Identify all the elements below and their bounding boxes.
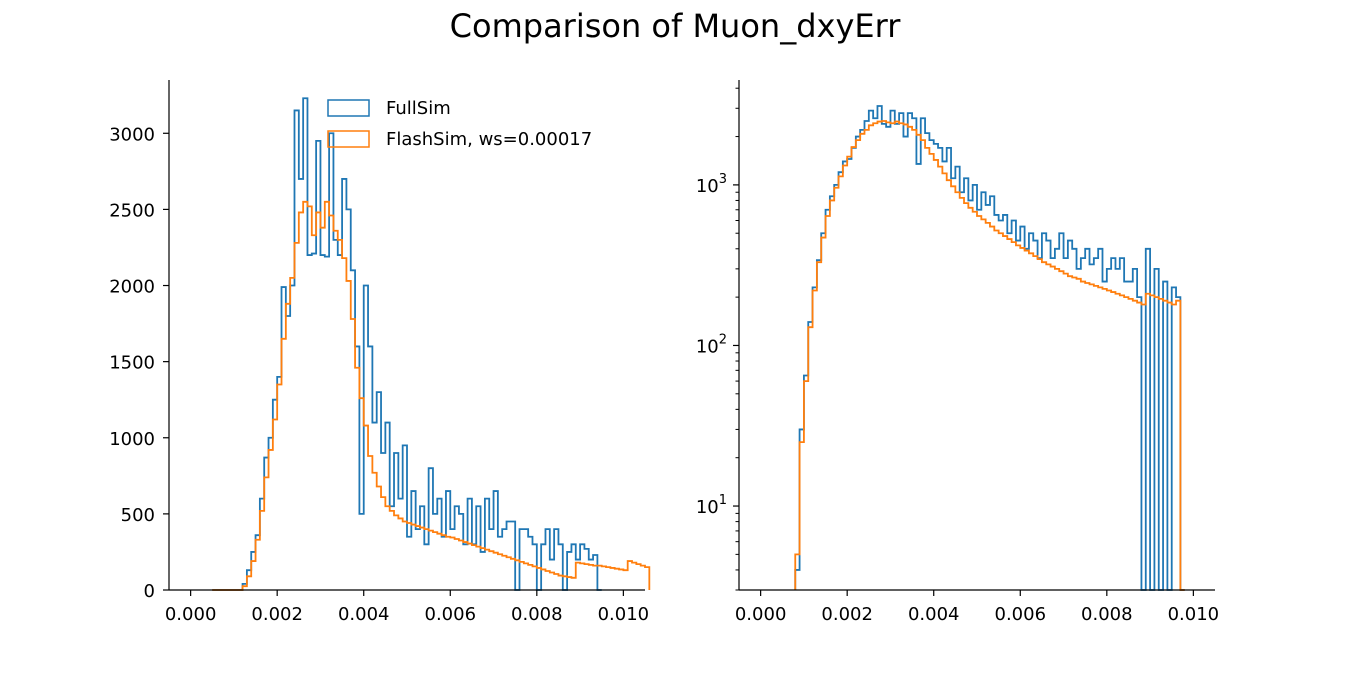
log-x-tick-label: 0.002 — [821, 604, 873, 625]
log-x-tick-label: 0.010 — [1168, 604, 1220, 625]
log-y-ticks: 101 102 103 — [696, 87, 739, 591]
linear-scale-panel: 0.000 0.002 0.004 0.006 0.008 0.010 0 500 1000 1… — [109, 80, 651, 625]
legend-swatch-flashsim — [327, 130, 370, 148]
linear-x-tick-label: 0.004 — [338, 604, 390, 625]
linear-series-flashsim — [212, 200, 651, 591]
linear-x-tick-label: 0.006 — [425, 604, 477, 625]
linear-y-tick-label: 2000 — [109, 277, 155, 298]
legend: FullSim FlashSim, ws=0.00017 — [327, 98, 592, 150]
figure-title: Comparison of Muon_dxyErr — [449, 7, 901, 45]
log-y-tick-label: 101 — [696, 493, 727, 518]
log-y-tick-label: 102 — [696, 332, 727, 357]
log-histograms — [794, 105, 1185, 591]
log-x-tick-label: 0.006 — [995, 604, 1047, 625]
log-x-tick-label: 0.008 — [1081, 604, 1133, 625]
log-x-tick-label: 0.000 — [735, 604, 787, 625]
log-series-flashsim — [794, 120, 1185, 591]
linear-y-tick-label: 500 — [121, 505, 155, 526]
linear-y-tick-label: 2500 — [109, 200, 155, 221]
log-scale-panel: 0.000 0.002 0.004 0.006 0.008 0.010 101 102 103 — [696, 80, 1219, 625]
linear-x-ticks: 0.000 0.002 0.004 0.006 0.008 0.010 — [165, 590, 649, 625]
legend-label-fullsim: FullSim — [386, 98, 451, 119]
log-x-tick-label: 0.004 — [908, 604, 960, 625]
linear-y-tick-label: 1000 — [109, 429, 155, 450]
legend-label-flashsim: FlashSim, ws=0.00017 — [386, 129, 592, 150]
linear-y-tick-label: 3000 — [109, 124, 155, 145]
log-x-ticks: 0.000 0.002 0.004 0.006 0.008 0.010 — [735, 590, 1219, 625]
linear-histograms — [212, 97, 651, 591]
linear-series-fullsim — [212, 97, 602, 591]
linear-x-tick-label: 0.010 — [598, 604, 650, 625]
linear-x-tick-label: 0.002 — [251, 604, 303, 625]
linear-y-tick-label: 0 — [144, 581, 155, 602]
log-y-tick-label: 103 — [696, 172, 727, 197]
log-series-fullsim — [794, 105, 1185, 591]
linear-y-tick-label: 1500 — [109, 353, 155, 374]
linear-x-tick-label: 0.000 — [165, 604, 217, 625]
linear-x-tick-label: 0.008 — [511, 604, 563, 625]
legend-swatch-fullsim — [327, 99, 370, 117]
linear-y-ticks: 0 500 1000 1500 2000 2500 3000 — [109, 124, 169, 602]
